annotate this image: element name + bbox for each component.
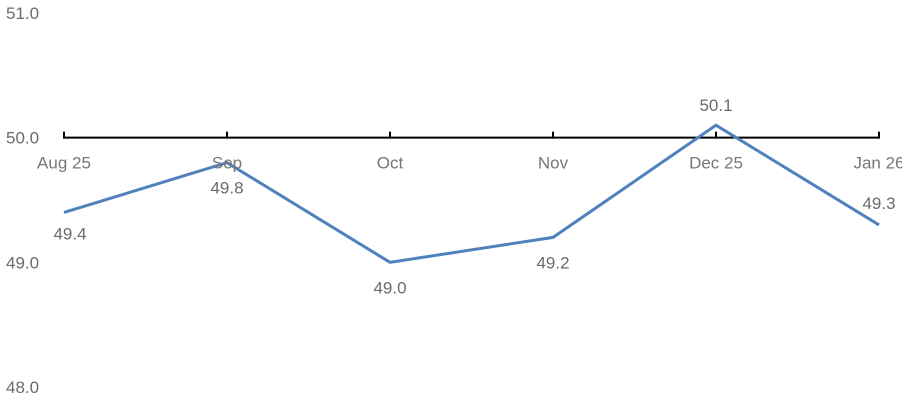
x-axis-ticks: Aug 25 Sep Oct Nov Dec 25 Jan 26	[37, 154, 902, 173]
x-axis	[63, 131, 880, 139]
data-label: 49.8	[210, 179, 243, 198]
x-tick-label: Sep	[212, 154, 242, 173]
data-label: 49.3	[862, 194, 895, 213]
x-tick-label: Oct	[377, 154, 404, 173]
y-tick-label: 51.0	[6, 4, 39, 23]
x-tick-label: Dec 25	[689, 154, 743, 173]
series-line	[63, 123, 880, 264]
data-label: 49.0	[373, 278, 406, 297]
y-tick-label: 48.0	[6, 378, 39, 397]
data-label: 49.4	[53, 224, 86, 243]
x-tick-label: Nov	[538, 154, 569, 173]
data-label: 50.1	[699, 96, 732, 115]
x-tick-label: Jan 26	[853, 154, 902, 173]
x-tick-label: Aug 25	[37, 154, 91, 173]
data-label: 49.2	[536, 253, 569, 272]
data-labels: 49.4 49.8 49.0 49.2 50.1 49.3	[53, 96, 895, 297]
y-tick-label: 49.0	[6, 253, 39, 272]
y-axis-ticks: 51.0 50.0 49.0 48.0	[6, 4, 39, 397]
series-layer	[63, 123, 880, 264]
y-tick-label: 50.0	[6, 129, 39, 148]
